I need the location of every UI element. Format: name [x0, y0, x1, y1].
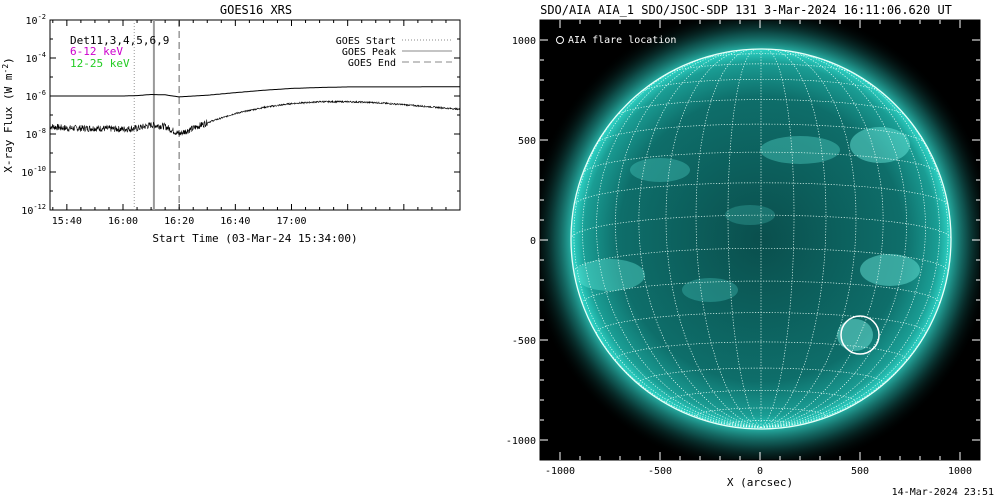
goes-y-tick-label: 10-8: [26, 127, 46, 141]
aia-grid-line: [596, 312, 926, 334]
goes-legend-high-band: 12-25 keV: [70, 57, 130, 70]
aia-grid-line: [700, 53, 822, 60]
goes-x-axis: 15:40 16:00 16:20 16:40 17:00: [52, 20, 461, 227]
aia-x-tick-label: -500: [648, 466, 672, 477]
goes-y-axis-label: X-ray Flux (W m-2): [1, 57, 16, 173]
aia-grid-line: [616, 99, 906, 116]
aia-grid-line: [665, 49, 762, 428]
goes-legend-low-band: 6-12 keV: [70, 45, 123, 58]
aia-grid-line: [640, 78, 882, 93]
aia-active-regions: [575, 127, 920, 351]
aia-grid-line: [760, 49, 857, 428]
aia-chart-title: SDO/AIA AIA_1 SDO/JSOC-SDP 131 3-Mar-202…: [540, 3, 952, 17]
goes-legend-entry: GOES Peak: [342, 47, 396, 58]
aia-heliographic-grid: [571, 49, 951, 428]
aia-grid-line: [615, 51, 762, 428]
aia-grid-line: [760, 49, 884, 428]
goes-chart-title: GOES16 XRS: [220, 3, 292, 17]
goes-series-low-band: [50, 86, 460, 98]
aia-grid-line: [573, 182, 949, 206]
aia-y-tick-label: -1000: [506, 436, 536, 447]
aia-image-chart: SDO/AIA AIA_1 SDO/JSOC-SDP 131 3-Mar-202…: [506, 3, 981, 489]
goes-x-axis-label: Start Time (03-Mar-24 15:34:00): [152, 232, 357, 245]
goes-series-high-band: [49, 99, 461, 136]
aia-grid-line: [596, 54, 762, 428]
aia-grid-line: [760, 87, 949, 428]
aia-legend-label: AIA flare location: [568, 35, 676, 46]
aia-grid-line: [573, 87, 762, 428]
aia-x-tick-label: 0: [757, 466, 763, 477]
aia-x-tick-label: 1000: [948, 466, 972, 477]
goes-legend-detectors: Det11,3,4,5,6,9: [70, 34, 169, 47]
goes-x-tick-label: 17:00: [276, 216, 306, 227]
aia-grid-line: [760, 238, 951, 428]
aia-grid-line: [582, 60, 762, 428]
aia-grid-line: [760, 54, 926, 428]
aia-grid-line: [597, 123, 925, 143]
aia-y-tick-label: 500: [518, 136, 536, 147]
aia-x-tick-label: 500: [851, 466, 869, 477]
footer-timestamp: 14-Mar-2024 23:51: [891, 487, 994, 498]
aia-grid-line: [638, 49, 762, 428]
aia-limb: [570, 48, 952, 430]
aia-y-tick-label: 0: [530, 236, 536, 247]
goes-y-tick-label: 10-6: [26, 89, 46, 103]
aia-grid-line: [615, 341, 907, 361]
aia-y-tick-label: -500: [512, 336, 536, 347]
goes-marks: [49, 20, 461, 210]
aia-grid-line: [573, 247, 949, 272]
goes-x-tick-label: 16:40: [220, 216, 250, 227]
goes-xrs-chart: GOES16 XRS 10-2 10-4 10-6 10-8 10-10 10-12 15…: [1, 3, 461, 245]
aia-x-axis-label: X (arcsec): [727, 476, 793, 489]
goes-y-tick-label: 10-2: [26, 13, 46, 27]
goes-y-tick-label: 10-12: [21, 203, 46, 217]
aia-grid-line: [727, 420, 795, 425]
aia-sun-image: [540, 20, 980, 460]
aia-grid-line: [571, 238, 762, 428]
aia-grid-line: [665, 389, 857, 403]
aia-legend-circle-icon: [556, 36, 564, 44]
goes-y-tick-label: 10-4: [26, 51, 46, 65]
aia-x-tick-label: -1000: [545, 466, 575, 477]
aia-y-axis: 1000 500 0 -500 -1000: [506, 36, 980, 447]
aia-grid-line: [582, 280, 940, 304]
goes-legend-entry: GOES End: [348, 58, 396, 69]
goes-x-tick-label: 15:40: [52, 216, 82, 227]
goes-x-tick-label: 16:20: [164, 216, 194, 227]
aia-flare-marker: [840, 315, 880, 355]
goes-x-tick-label: 16:00: [108, 216, 138, 227]
aia-y-tick-label: 1000: [512, 36, 536, 47]
aia-flare-circle: [840, 315, 880, 355]
goes-y-tick-label: 10-10: [21, 165, 46, 179]
goes-legend-entry: GOES Start: [336, 36, 396, 47]
aia-grid-line: [760, 60, 940, 428]
aia-x-axis: -1000 -500 0 500 1000: [545, 20, 972, 477]
aia-grid-line: [760, 51, 907, 428]
aia-grid-line: [668, 63, 854, 74]
